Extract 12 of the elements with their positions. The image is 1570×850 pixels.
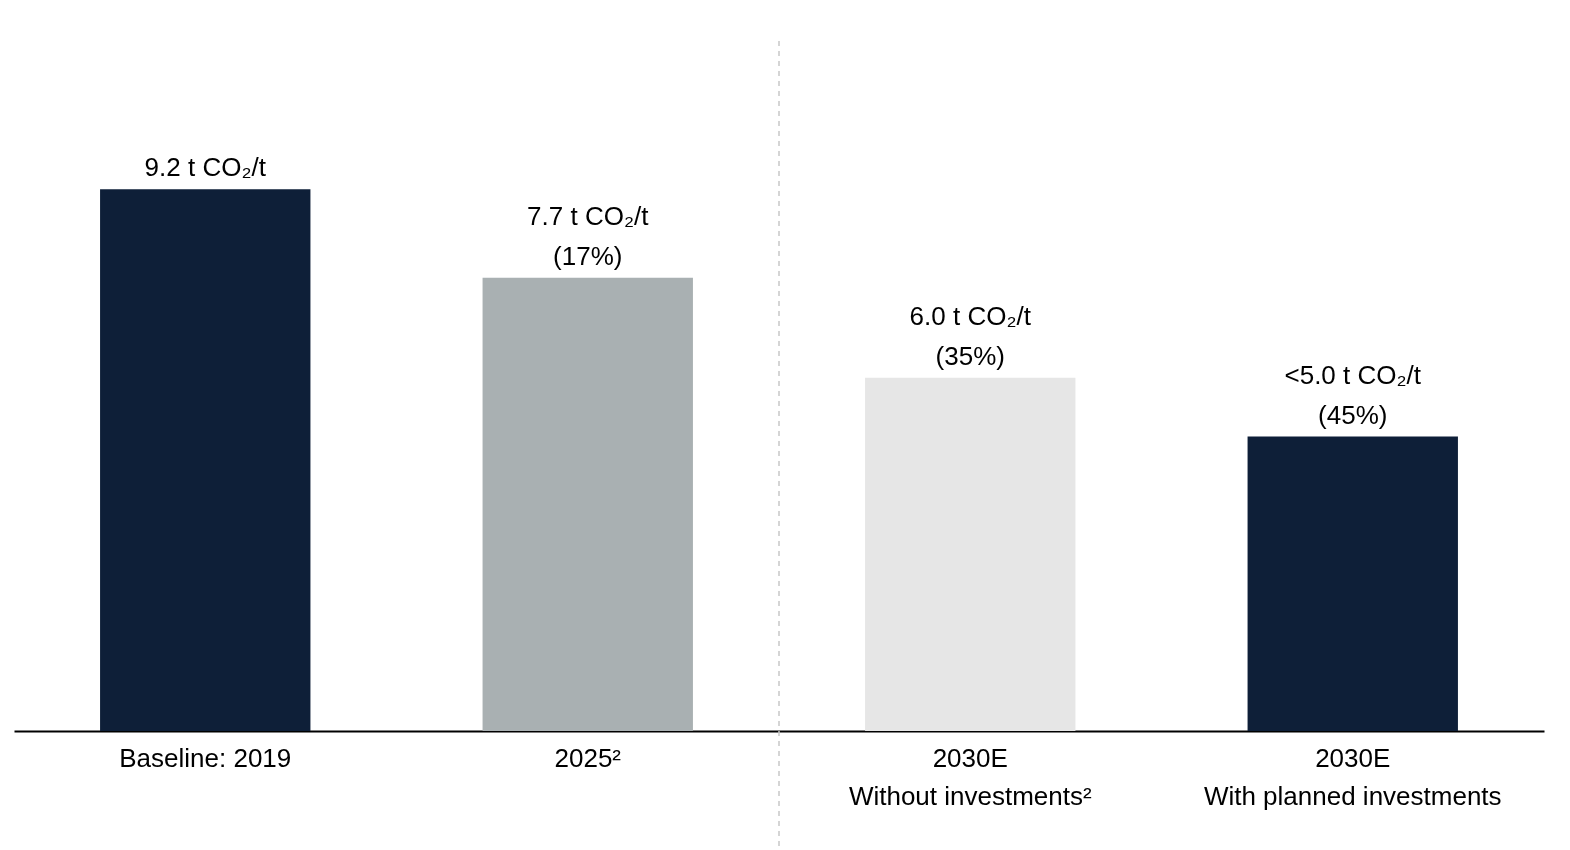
- x-tick-label: 2030E Without investments²: [848, 742, 1092, 811]
- bar: [482, 277, 693, 731]
- bar: [100, 189, 311, 731]
- text: 6.0 t CO₂/t (35%): [909, 300, 1031, 371]
- x-tick-label: 2025²: [554, 742, 622, 773]
- bar: [865, 377, 1076, 731]
- x-tick-label: 2030E With planned investments: [1203, 742, 1502, 811]
- bar: [1247, 436, 1458, 731]
- data-label: 9.2 t CO₂/t: [144, 152, 267, 183]
- text: 7.7 t CO₂/t (17%): [527, 200, 649, 271]
- text: <5.0 t CO₂/t (45%): [1284, 359, 1422, 430]
- x-tick-label: Baseline: 2019: [119, 742, 292, 773]
